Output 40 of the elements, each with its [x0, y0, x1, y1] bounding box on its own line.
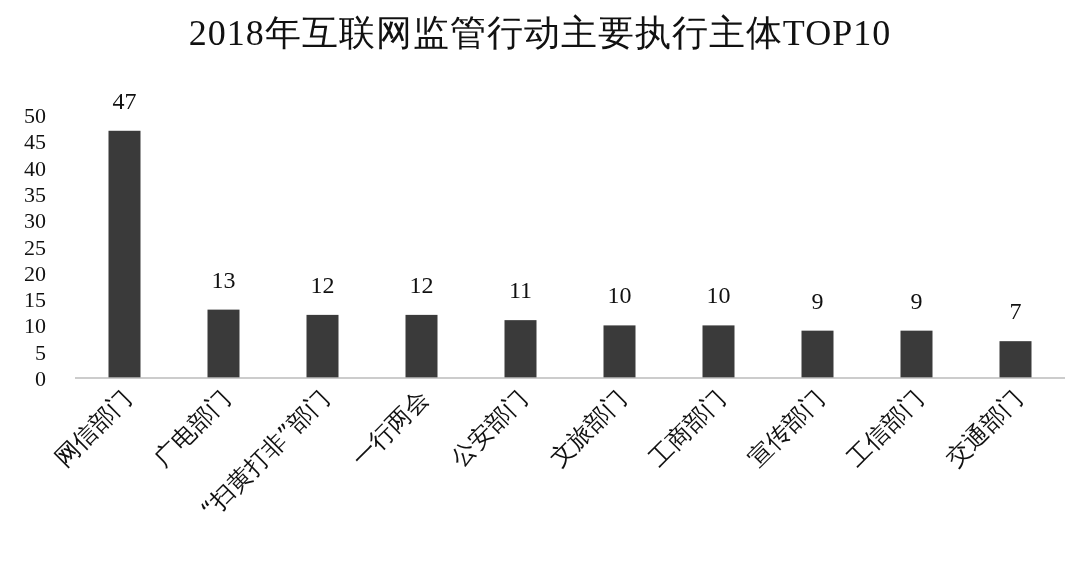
x-tick-label: 公安部门 [445, 384, 533, 473]
y-tick-label: 0 [35, 366, 46, 391]
bar [207, 309, 240, 378]
chart-title: 2018年互联网监管行动主要执行主体TOP10 [188, 13, 892, 53]
x-tick-label: 工信部门 [841, 384, 929, 473]
y-tick-label: 40 [24, 155, 46, 181]
bar [999, 341, 1032, 378]
y-tick-label: 15 [24, 287, 46, 313]
bar [801, 330, 834, 378]
bar [702, 325, 735, 378]
data-label: 11 [508, 277, 533, 304]
x-tick-label: 一行两会 [346, 384, 434, 473]
y-tick-label: 45 [24, 129, 46, 155]
data-label: 47 [112, 87, 137, 114]
bar [108, 130, 141, 378]
data-label: 10 [607, 282, 632, 309]
data-label: 7 [1009, 298, 1022, 325]
y-tick-label: 10 [24, 313, 46, 339]
data-label: 12 [409, 271, 434, 298]
x-tick-label: 文旅部门 [544, 384, 632, 473]
x-tick-label: 网信部门 [49, 384, 137, 473]
data-label: 10 [706, 282, 731, 309]
y-tick-label: 30 [24, 208, 46, 234]
bar [504, 320, 537, 378]
data-label: 13 [211, 266, 236, 293]
bar [603, 325, 636, 378]
bar [900, 330, 933, 378]
data-label: 12 [310, 271, 335, 298]
y-tick-label: 5 [35, 339, 46, 365]
bar [405, 314, 438, 378]
bar [306, 314, 339, 378]
x-tick-label: 宣传部门 [742, 384, 830, 473]
data-label: 9 [910, 287, 923, 314]
y-tick-label: 20 [24, 260, 46, 286]
y-tick-label: 50 [24, 103, 46, 128]
y-tick-label: 25 [24, 234, 46, 260]
x-tick-label: 工商部门 [643, 384, 731, 473]
x-tick-label: 交通部门 [940, 384, 1028, 473]
y-tick-label: 35 [24, 181, 46, 207]
data-label: 9 [811, 287, 824, 314]
